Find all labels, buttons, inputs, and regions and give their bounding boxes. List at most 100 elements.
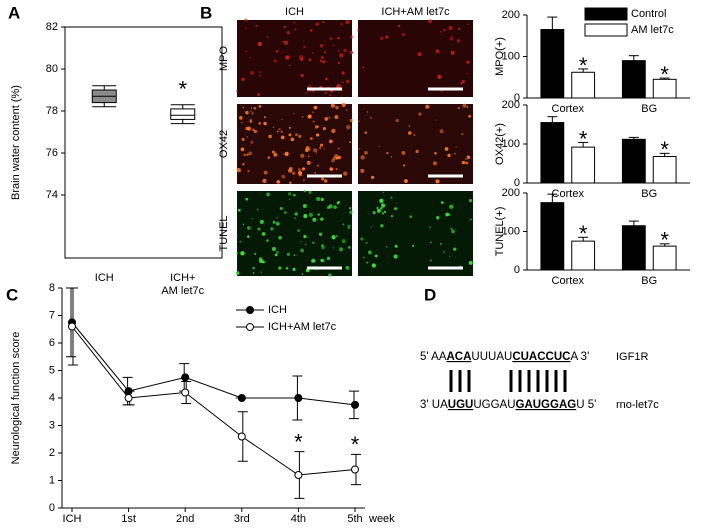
column-label: ICH: [285, 6, 304, 18]
significance-marker: *: [351, 432, 360, 457]
cell: [312, 52, 314, 54]
cell: [236, 234, 238, 237]
cell: [372, 211, 376, 215]
y-tick-label: 8: [49, 282, 55, 294]
sequence-segment: ACA: [447, 351, 472, 363]
cell: [288, 168, 293, 173]
cell: [258, 122, 262, 125]
cell: [257, 93, 261, 97]
cell: [336, 84, 341, 89]
legend-label: Control: [631, 8, 666, 20]
cell: [349, 118, 353, 123]
cell: [300, 240, 302, 243]
cell: [341, 239, 346, 244]
cell: [379, 36, 384, 41]
cell: [253, 106, 257, 110]
x-tick-label: Cortex: [552, 188, 585, 200]
bar: [540, 29, 565, 99]
cell: [250, 140, 254, 144]
cell: [313, 148, 318, 153]
marker: [181, 373, 190, 382]
y-tick-label: 100: [502, 138, 520, 150]
cell: [307, 155, 310, 158]
cell: [280, 130, 284, 134]
cell: [275, 221, 280, 226]
cell: [249, 120, 252, 123]
cell: [465, 161, 469, 165]
cell: [343, 171, 348, 176]
significance-marker: *: [660, 228, 669, 253]
cell: [278, 235, 282, 240]
cell: [444, 147, 449, 151]
cell: [337, 36, 340, 40]
y-axis-label: Neurological function score: [10, 332, 22, 465]
cell: [266, 192, 270, 197]
sequence-label: IGF1R: [616, 351, 648, 363]
cell: [317, 213, 320, 216]
cell: [313, 105, 318, 110]
cell: [360, 237, 364, 241]
cell: [323, 179, 328, 183]
cell: [242, 163, 245, 166]
cell: [440, 201, 444, 205]
cell: [470, 218, 472, 221]
cell: [246, 136, 248, 138]
cell: [336, 201, 340, 205]
cell: [293, 113, 295, 115]
significance-marker: *: [579, 126, 588, 151]
cell: [370, 175, 375, 180]
cell: [268, 134, 272, 139]
cell: [284, 151, 289, 156]
cell: [380, 207, 383, 210]
cell: [298, 54, 304, 60]
cell: [401, 32, 405, 36]
cell: [235, 89, 239, 92]
cell: [258, 257, 263, 261]
cell: [309, 90, 311, 92]
cell: [259, 70, 262, 73]
cell: [345, 20, 350, 24]
sequence-segment: A 3': [570, 351, 589, 363]
cell: [362, 256, 365, 259]
x-tick-label: BG: [641, 275, 657, 287]
bar: [621, 138, 646, 184]
cell: [378, 145, 381, 148]
sequence-segment: UGGAU: [473, 399, 515, 411]
cell: [286, 252, 291, 256]
cell: [302, 204, 307, 209]
sequence-segment: UGU: [448, 399, 474, 411]
bar: [540, 122, 565, 184]
cell: [254, 252, 257, 255]
sequence-segment: 5' AA: [420, 351, 447, 363]
cell: [328, 139, 333, 144]
legend-label: ICH: [268, 304, 287, 316]
cell: [360, 155, 365, 160]
cell: [309, 29, 313, 32]
cell: [321, 245, 325, 250]
legend-marker: [246, 323, 254, 331]
cell: [371, 263, 376, 268]
cell: [256, 208, 259, 211]
cell: [448, 25, 453, 31]
cell: [246, 226, 251, 230]
y-axis-label: OX42(+): [494, 123, 506, 165]
cell: [362, 66, 365, 69]
x-tick-label: 4th: [291, 513, 306, 525]
legend-label: AM let7c: [631, 24, 674, 36]
cell: [320, 258, 324, 263]
column-label: ICH+AM let7c: [381, 6, 450, 18]
cell: [334, 154, 339, 159]
cell: [349, 50, 353, 55]
cell: [430, 259, 432, 262]
cell: [304, 243, 307, 246]
cell: [309, 137, 313, 140]
sequence: 3' UAUGUUGGAUGAUGGAGU 5': [420, 399, 596, 411]
pairing-lines: [449, 370, 567, 392]
cell: [303, 234, 307, 239]
cell: [259, 105, 262, 108]
y-tick-label: 0: [49, 502, 55, 514]
cell: [469, 198, 473, 203]
cell: [322, 20, 325, 24]
cell: [393, 254, 398, 259]
cell: [408, 125, 411, 127]
